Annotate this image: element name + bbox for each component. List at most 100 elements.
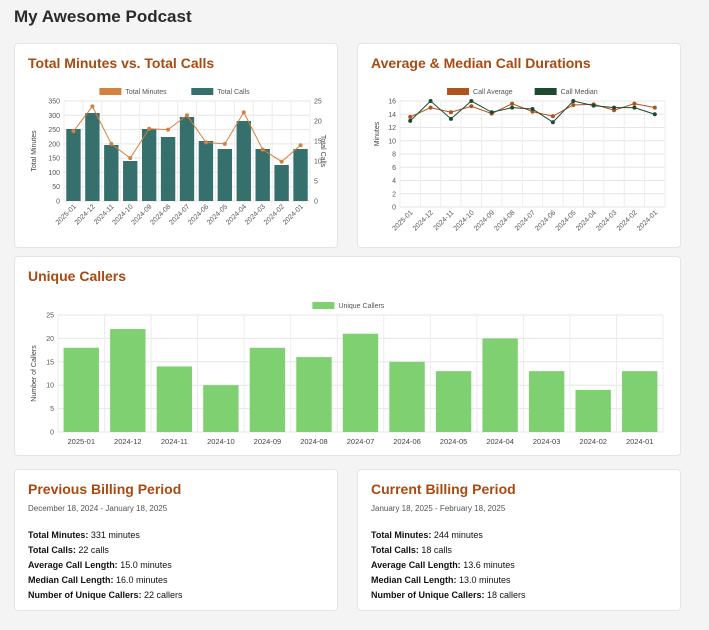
x-tick-label: 2024-04 [575,209,598,232]
x-tick-label: 2024-09 [254,437,282,446]
avg-median-card: Average & Median Call Durations Call Ave… [357,43,681,248]
x-tick-label: 2024-01 [636,209,659,232]
stat-median-call-length: Median Call Length: 16.0 minutes [28,575,168,585]
unique-callers-bar [435,371,472,432]
y-tick-label: 8 [392,152,396,159]
x-tick-label: 2024-05 [555,209,578,232]
avg-median-chart: Call Average Call Median 0 2 4 6 8 10 12 14 16 2025… [374,88,666,233]
x-tick-label: 2024-12 [74,203,97,226]
stat-total-minutes: Total Minutes: 331 minutes [28,530,140,540]
previous-billing-dates: December 18, 2024 - January 18, 2025 [28,504,168,513]
y-tick-label: 10 [46,383,54,390]
stat-total-calls: Total Calls: 18 calls [371,545,452,555]
calls-bar [179,117,195,201]
legend-label: Call Median [561,89,598,96]
unique-callers-bar [622,371,658,432]
calls-bar [66,129,81,201]
stat-average-call-length: Average Call Length: 13.6 minutes [371,560,515,570]
unique-callers-bar [203,385,239,432]
calls-bar [104,145,119,201]
legend-swatch [312,302,335,309]
minutes-point [109,141,114,146]
y-tick-label: 0 [392,205,396,212]
stat-median-call-length: Median Call Length: 13.0 minutes [371,575,511,585]
call-average-point [428,105,433,110]
stat-average-call-length: Average Call Length: 15.0 minutes [28,560,172,570]
y-tick-label: 12 [388,125,396,132]
x-tick-label: 2024-05 [440,437,468,446]
unique-callers-bar [156,366,193,432]
call-median-point [550,120,555,125]
current-billing-title: Current Billing Period [371,481,516,497]
unique-callers-bar [482,338,518,432]
legend-swatch [191,88,214,95]
call-median-point [632,105,637,110]
y2-tick-label: 0 [314,199,318,206]
call-average-point [448,110,453,115]
x-tick-label: 2024-11 [161,437,188,446]
unique-callers-card: Unique Callers Unique Callers 0 5 10 15 20 25 2… [14,256,681,456]
call-median-point [489,110,494,115]
y-axis-title: Minutes [374,121,381,146]
page-title: My Awesome Podcast [14,7,192,26]
y-tick-label: 200 [48,141,60,148]
calls-bar [160,137,176,201]
legend-label: Unique Callers [338,303,384,310]
y-axis-title: Total Minutes [31,130,38,172]
x-tick-label: 2024-02 [616,209,639,232]
legend-label: Call Average [473,89,513,96]
call-median-point [530,106,535,111]
x-tick-label: 2025-01 [391,209,414,232]
call-average-point [408,114,413,119]
legend-swatch [447,88,470,95]
y-tick-label: 0 [56,199,60,206]
y2-tick-label: 10 [314,159,322,166]
calls-bar [293,149,308,201]
call-median-point [510,105,515,110]
unique-callers-bar [528,371,565,432]
call-median-point [652,112,657,117]
minutes-point [222,141,227,146]
y-tick-label: 5 [50,406,54,413]
call-average-point [550,114,555,119]
call-median-point [571,99,576,103]
calls-bar [255,149,270,201]
y-tick-label: 10 [388,138,396,145]
minutes-point [241,110,246,115]
y-tick-label: 100 [48,170,60,177]
minutes-point [260,147,265,152]
y-tick-label: 16 [388,99,396,106]
avg-median-title: Average & Median Call Durations [371,55,591,71]
unique-callers-bar [110,329,146,432]
minutes-point [166,127,171,132]
y-axis-title: Number of Callers [31,345,38,402]
legend-label: Total Calls [217,89,250,96]
x-tick-label: 2024-07 [347,437,375,446]
call-median-point [612,105,617,110]
x-tick-label: 2024-11 [433,209,456,232]
x-tick-label: 2024-02 [579,437,607,446]
x-tick-label: 2024-03 [595,209,618,232]
y2-tick-label: 15 [314,139,322,146]
x-tick-label: 2024-12 [412,209,435,232]
calls-bar [85,113,100,201]
previous-billing-title: Previous Billing Period [28,481,182,497]
call-average-point [571,102,576,107]
y2-tick-label: 25 [314,99,322,106]
current-billing-card: Current Billing Period January 18, 2025 … [357,469,681,611]
y2-tick-label: 20 [314,119,322,126]
x-tick-label: 2024-06 [534,209,557,232]
y-tick-label: 250 [48,127,60,134]
stat-total-minutes: Total Minutes: 244 minutes [371,530,483,540]
x-tick-label: 2024-08 [300,437,328,446]
minutes-vs-calls-title: Total Minutes vs. Total Calls [28,55,215,71]
current-billing-dates: January 18, 2025 - February 18, 2025 [371,504,506,513]
x-tick-label: 2024-07 [514,209,537,232]
call-median-point [428,99,433,103]
calls-bar [123,161,138,201]
legend-swatch [534,88,557,95]
call-median-point [448,116,453,121]
x-tick-label: 2024-09 [473,209,496,232]
unique-callers-bar [389,361,425,432]
call-average-point [510,101,515,106]
